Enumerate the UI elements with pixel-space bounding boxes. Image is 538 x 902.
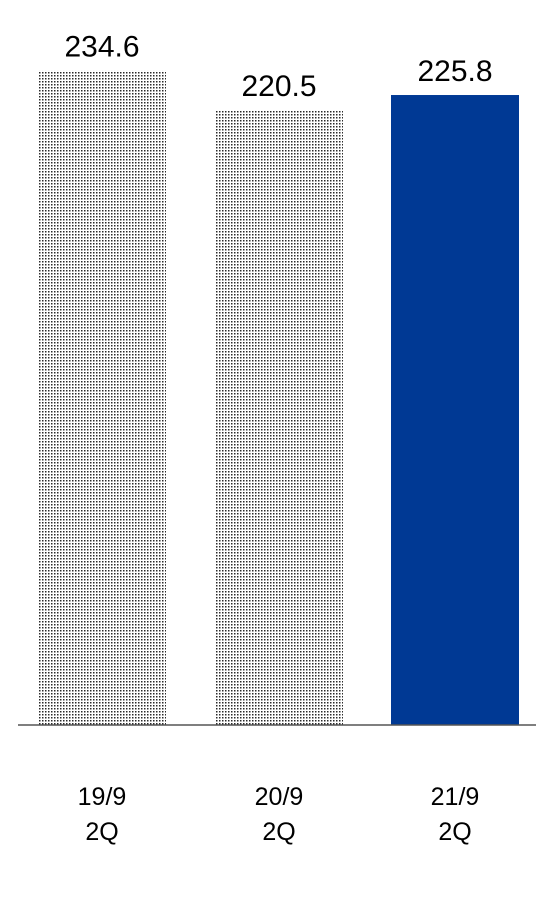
category-label-3-line-2: 2Q: [438, 818, 471, 846]
category-label-1-line-1: 19/9: [78, 783, 127, 811]
bars-group: [38, 70, 519, 726]
category-label-1-line-2: 2Q: [85, 818, 118, 846]
category-label-3-line-1: 21/9: [431, 783, 480, 811]
category-labels-group: 19/9 2Q 20/9 2Q 21/9 2Q: [78, 783, 480, 846]
value-label-3: 225.8: [417, 55, 492, 88]
bar-1: [38, 70, 166, 725]
value-label-1: 234.6: [64, 30, 139, 63]
bar-2: [215, 109, 343, 726]
bar-3: [391, 95, 519, 725]
category-label-2-line-1: 20/9: [255, 783, 304, 811]
category-label-2-line-2: 2Q: [262, 818, 295, 846]
value-labels-group: 234.6 220.5 225.8: [64, 30, 492, 102]
value-label-2: 220.5: [241, 70, 316, 103]
